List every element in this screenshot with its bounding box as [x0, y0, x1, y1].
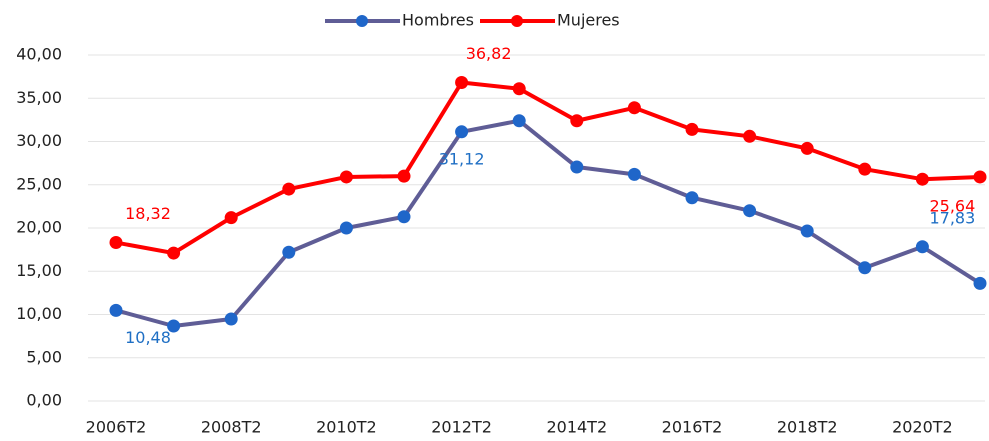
data-label: 17,83 — [929, 208, 975, 227]
marker — [109, 303, 123, 317]
marker — [800, 224, 814, 238]
marker — [512, 82, 526, 96]
marker — [973, 276, 987, 290]
data-label: 36,82 — [466, 44, 512, 63]
marker — [339, 170, 353, 184]
marker — [570, 160, 584, 174]
marker — [167, 246, 181, 260]
series-line — [115, 118, 982, 329]
series-line — [115, 80, 981, 256]
data-label: 31,12 — [439, 149, 485, 168]
legend-label: Hombres — [402, 11, 474, 30]
marker — [685, 122, 699, 136]
marker — [858, 261, 872, 275]
data-label: 18,32 — [125, 204, 171, 223]
y-tick-label: 15,00 — [16, 261, 62, 280]
marker — [627, 101, 641, 115]
x-tick-label: 2016T2 — [662, 418, 723, 437]
y-tick-label: 5,00 — [26, 347, 62, 366]
marker — [915, 172, 929, 186]
y-tick-label: 20,00 — [16, 218, 62, 237]
y-tick-label: 0,00 — [26, 391, 62, 410]
marker — [282, 182, 296, 196]
marker — [109, 236, 123, 250]
x-tick-label: 2012T2 — [431, 418, 492, 437]
x-tick-label: 2014T2 — [546, 418, 607, 437]
marker — [743, 204, 757, 218]
marker — [627, 167, 641, 181]
marker — [685, 191, 699, 205]
marker — [282, 245, 296, 259]
marker — [224, 211, 238, 225]
x-tick-label: 2006T2 — [86, 418, 147, 437]
marker — [570, 114, 584, 128]
x-tick-label: 2010T2 — [316, 418, 377, 437]
y-tick-label: 40,00 — [16, 45, 62, 64]
marker — [973, 170, 987, 184]
x-tick-label: 2020T2 — [892, 418, 953, 437]
y-tick-label: 25,00 — [16, 174, 62, 193]
y-tick-label: 10,00 — [16, 304, 62, 323]
x-tick-label: 2008T2 — [201, 418, 262, 437]
marker — [743, 129, 757, 143]
marker — [224, 312, 238, 326]
marker — [397, 210, 411, 224]
marker — [167, 319, 181, 333]
y-tick-label: 35,00 — [16, 88, 62, 107]
legend-marker — [511, 15, 523, 27]
marker — [512, 114, 526, 128]
legend-marker — [356, 15, 368, 27]
marker — [455, 76, 469, 90]
marker — [915, 240, 929, 254]
legend-label: Mujeres — [557, 11, 620, 30]
data-label: 25,64 — [929, 197, 975, 216]
x-tick-label: 2018T2 — [777, 418, 838, 437]
y-tick-label: 30,00 — [16, 131, 62, 150]
marker — [397, 169, 411, 183]
marker — [858, 162, 872, 176]
marker — [339, 221, 353, 235]
data-label: 10,48 — [125, 328, 171, 347]
marker — [800, 141, 814, 155]
marker — [455, 125, 469, 139]
